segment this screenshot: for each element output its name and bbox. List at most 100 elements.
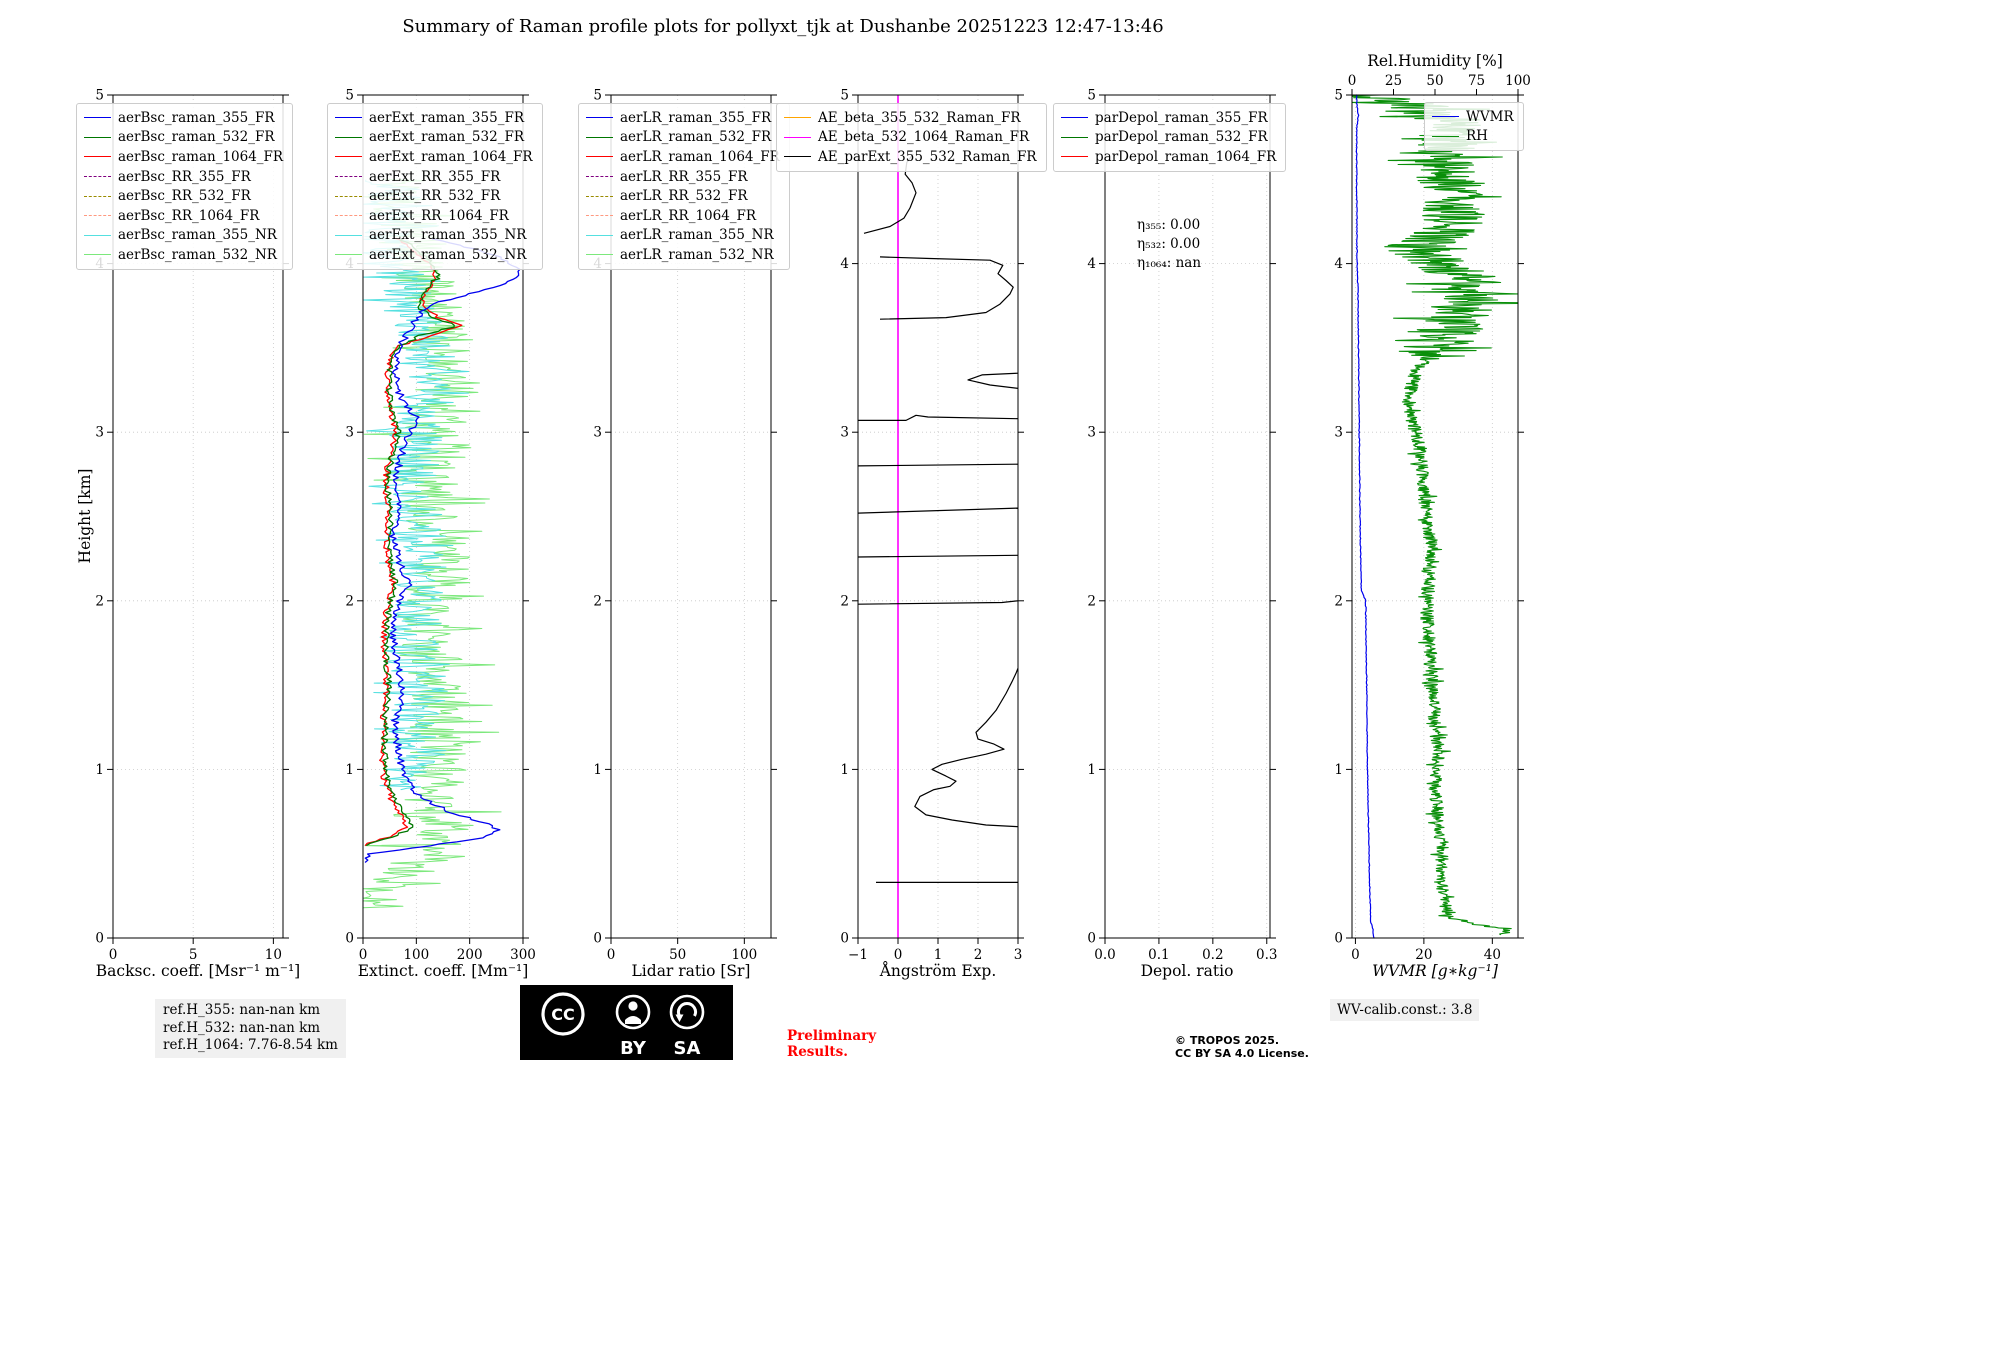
lidar-ratio-legend-item-4: aerLR_RR_532_FR: [586, 186, 780, 206]
backscatter-legend-item-5: aerBsc_RR_1064_FR: [84, 206, 283, 226]
tropos-copyright: © TROPOS 2025. CC BY SA 4.0 License.: [1175, 1034, 1309, 1060]
legend-label: AE_beta_532_1064_Raman_FR: [818, 129, 1030, 146]
eta-532: η₅₃₂: 0.00: [1137, 236, 1201, 252]
extinction-legend-item-4: aerExt_RR_532_FR: [335, 186, 533, 206]
wvmr-xtick-label: 40: [1484, 947, 1501, 963]
depol-ytick-label: 4: [1087, 256, 1096, 272]
backscatter-legend-item-1: aerBsc_raman_532_FR: [84, 128, 283, 148]
legend-line-sample: [586, 156, 613, 158]
legend-label: aerBsc_raman_532_NR: [118, 246, 277, 263]
legend-line-sample: [335, 254, 362, 256]
wvmr-top-tick-label: 25: [1385, 73, 1402, 89]
extinction-ytick-label: 3: [345, 425, 354, 441]
by-person-icon: [615, 994, 651, 1030]
series-AE_parExt_355_532_Raman_FR: [857, 554, 1019, 558]
backscatter-legend-item-4: aerBsc_RR_532_FR: [84, 186, 283, 206]
legend-line-sample: [586, 234, 613, 236]
series-aerExt_raman_532_NR: [362, 178, 502, 909]
legend-label: aerBsc_RR_1064_FR: [118, 207, 260, 224]
legend-line-sample: [586, 136, 613, 138]
legend-label: aerBsc_RR_355_FR: [118, 168, 251, 185]
legend-label: aerLR_RR_1064_FR: [620, 207, 757, 224]
legend-line-sample: [84, 254, 111, 256]
angstrom-xtick-label: 0: [894, 947, 903, 963]
xlabel-backscatter: Backsc. coeff. [Msr⁻¹ m⁻¹]: [95, 962, 301, 980]
wvmr-legend: WVMR RH: [1424, 102, 1524, 152]
legend-label: aerExt_raman_532_FR: [369, 129, 524, 146]
backscatter-ytick-label: 5: [95, 88, 104, 104]
wvmr-ytick-label: 1: [1334, 762, 1343, 778]
legend-label: AE_beta_355_532_Raman_FR: [818, 109, 1021, 126]
legend-label: aerLR_RR_532_FR: [620, 188, 748, 205]
depol-ytick-label: 3: [1087, 425, 1096, 441]
extinction-legend-item-3: aerExt_RR_355_FR: [335, 167, 533, 187]
legend-line-sample: [1432, 135, 1459, 137]
legend-label: aerLR_raman_355_NR: [620, 227, 774, 244]
backscatter-legend-item-7: aerBsc_raman_532_NR: [84, 245, 283, 265]
cc-license-badge: CC BY SA: [520, 985, 733, 1060]
legend-label: aerBsc_raman_355_FR: [118, 109, 275, 126]
lidar-ratio-legend-item-7: aerLR_raman_532_NR: [586, 245, 780, 265]
lidar-ratio-legend-item-0: aerLR_raman_355_FR: [586, 108, 780, 128]
depol-ytick-label: 1: [1087, 762, 1096, 778]
depol-xtick-label: 0.1: [1148, 947, 1169, 963]
backscatter-ytick-label: 0: [95, 931, 104, 947]
angstrom-legend-item-0: AE_beta_355_532_Raman_FR: [784, 108, 1037, 128]
depol-legend-item-2: parDepol_raman_1064_FR: [1061, 147, 1276, 167]
series-WVMR: [1355, 94, 1375, 939]
legend-line-sample: [1061, 156, 1088, 158]
angstrom-ytick-label: 0: [840, 931, 849, 947]
legend-line-sample: [784, 156, 811, 158]
wvmr-ytick-label: 0: [1334, 931, 1343, 947]
extinction-legend-item-1: aerExt_raman_532_FR: [335, 128, 533, 148]
backscatter-ytick-label: 2: [95, 593, 104, 609]
legend-label: aerLR_raman_355_FR: [620, 109, 772, 126]
legend-label: aerExt_RR_355_FR: [369, 168, 501, 185]
legend-line-sample: [335, 215, 362, 217]
lidar-ratio-xtick-label: 50: [669, 947, 686, 963]
legend-line-sample: [84, 156, 111, 158]
series-AE_parExt_355_532_Raman_FR: [914, 667, 1019, 828]
extinction-legend-item-0: aerExt_raman_355_FR: [335, 108, 533, 128]
backscatter-ytick-label: 3: [95, 425, 104, 441]
wvmr-top-tick-label: 75: [1468, 73, 1485, 89]
legend-line-sample: [84, 215, 111, 217]
extinction-legend-item-6: aerExt_raman_355_NR: [335, 226, 533, 246]
series-RH: [1351, 94, 1519, 936]
legend-line-sample: [84, 176, 111, 178]
angstrom-xtick-label: 3: [1014, 947, 1023, 963]
legend-label: parDepol_raman_1064_FR: [1095, 148, 1277, 165]
wvmr-top-tick-label: 50: [1426, 73, 1443, 89]
backscatter-legend-item-2: aerBsc_raman_1064_FR: [84, 147, 283, 167]
lidar-ratio-ytick-label: 3: [593, 425, 602, 441]
legend-line-sample: [84, 234, 111, 236]
series-AE_parExt_355_532_Raman_FR: [858, 414, 1019, 421]
backscatter-legend-item-0: aerBsc_raman_355_FR: [84, 108, 283, 128]
series-aerExt_raman_355_NR: [362, 179, 470, 791]
extinction-ytick-label: 0: [345, 931, 354, 947]
legend-label: WVMR: [1466, 108, 1514, 125]
legend-label: AE_parExt_355_532_Raman_FR: [818, 148, 1037, 165]
legend-line-sample: [335, 136, 362, 138]
xlabel-extinction: Extinct. coeff. [Mm⁻¹]: [357, 962, 529, 980]
legend-line-sample: [335, 195, 362, 197]
extinction-xtick-label: 300: [510, 947, 536, 963]
legend-label: aerExt_raman_1064_FR: [369, 148, 533, 165]
angstrom-ytick-label: 4: [840, 256, 849, 272]
legend-label: aerBsc_RR_532_FR: [118, 188, 251, 205]
legend-label: aerExt_RR_1064_FR: [369, 207, 509, 224]
xlabel-lidar-ratio: Lidar ratio [Sr]: [631, 962, 751, 980]
extinction-ytick-label: 1: [345, 762, 354, 778]
extinction-ytick-label: 5: [345, 88, 354, 104]
legend-line-sample: [335, 117, 362, 119]
legend-label: RH: [1466, 128, 1488, 145]
legend-line-sample: [784, 117, 811, 119]
angstrom-ytick-label: 1: [840, 762, 849, 778]
angstrom-legend: AE_beta_355_532_Raman_FR AE_beta_532_1064…: [776, 103, 1047, 172]
depol-xtick-label: 0.3: [1256, 947, 1277, 963]
svg-text:CC: CC: [551, 1005, 574, 1024]
cc-icon: CC: [541, 992, 585, 1036]
depol-legend-item-0: parDepol_raman_355_FR: [1061, 108, 1276, 128]
backscatter-xtick-label: 10: [265, 947, 282, 963]
